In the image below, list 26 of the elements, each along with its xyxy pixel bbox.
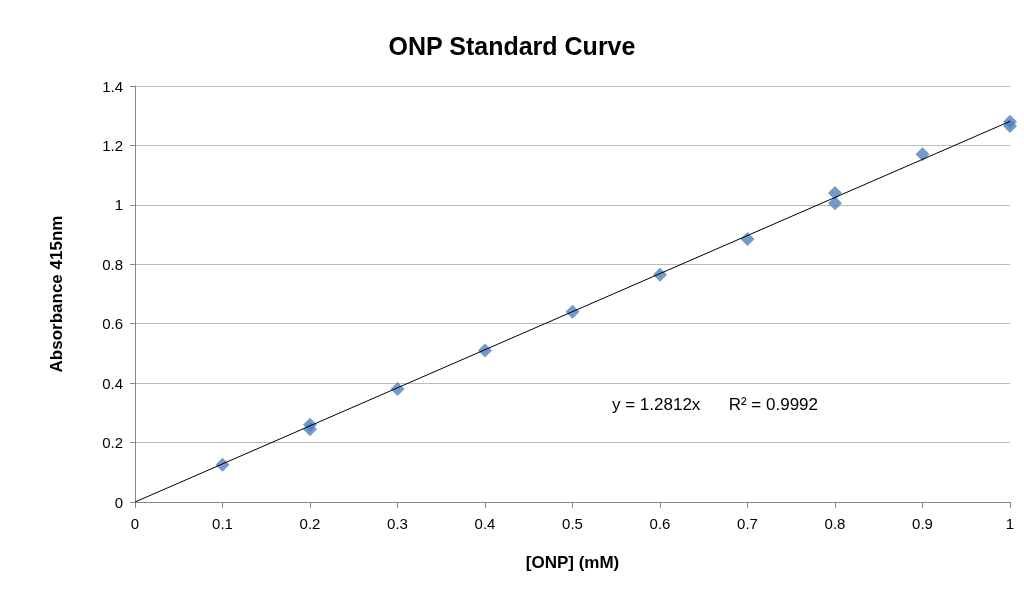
- y-axis-title: Absorbance 415nm: [47, 215, 66, 373]
- y-tick-label: 0.4: [102, 374, 123, 392]
- x-tick-label: 0.9: [912, 515, 933, 532]
- y-tick-label: 0.8: [102, 255, 123, 273]
- y-tick-label: 0.2: [102, 434, 123, 452]
- point: [828, 196, 842, 211]
- x-tick-label: 0.5: [562, 515, 583, 532]
- x-tick-label: 0: [130, 515, 140, 532]
- point: [915, 147, 930, 162]
- x-tick-label: 0.8: [824, 515, 846, 532]
- x-tick-label: 0.3: [387, 515, 408, 532]
- annotation: y = 1.2812x R² = 0.9992: [612, 395, 819, 414]
- x-tick-label: 0.1: [212, 515, 233, 532]
- x-tick-label: 0.4: [474, 515, 496, 532]
- x-tick-label: 1: [1005, 515, 1015, 532]
- x-tick-label: 0.7: [737, 515, 758, 532]
- x-tick-label: 0.2: [299, 515, 321, 532]
- y-tick-label: 1.4: [102, 77, 123, 95]
- y-tick-label: 1: [114, 196, 123, 214]
- y-tick-label: 1.2: [102, 136, 123, 154]
- chart-title: ONP Standard Curve: [388, 31, 636, 60]
- y-tick-label: 0.6: [102, 315, 123, 333]
- x-axis-title: [ONP] (mM): [525, 553, 620, 572]
- x-tick-label: 0.6: [649, 515, 671, 532]
- y-tick-label: 0: [114, 493, 123, 511]
- point: [1003, 119, 1017, 134]
